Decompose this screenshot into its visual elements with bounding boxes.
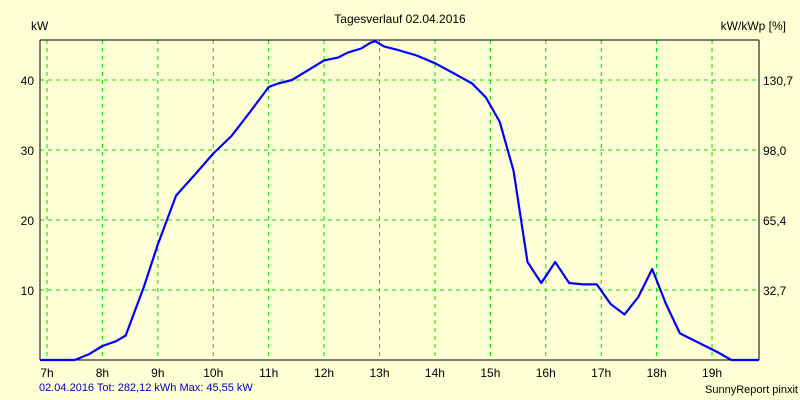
y-left-tick-label: 30 [21, 144, 35, 158]
y-axis-right-label: kW/kWp [%] [720, 19, 786, 33]
y-right-tick-label: 32,7 [763, 284, 787, 298]
y-right-tick-label: 65,4 [763, 214, 787, 228]
y-left-tick-label: 10 [21, 284, 35, 298]
y-axis-left-label: kW [31, 19, 49, 33]
x-tick-label: 13h [370, 366, 390, 380]
x-tick-label: 12h [314, 366, 334, 380]
y-left-tick-label: 20 [21, 214, 35, 228]
x-tick-label: 17h [591, 366, 611, 380]
x-tick-label: 8h [96, 366, 109, 380]
y-left-tick-label: 40 [21, 74, 35, 88]
power-curve [40, 40, 759, 362]
chart-title: Tagesverlauf 02.04.2016 [334, 12, 466, 26]
x-tick-label: 10h [203, 366, 223, 380]
grid-lines [40, 40, 759, 360]
x-tick-label: 9h [151, 366, 164, 380]
x-tick-label: 14h [425, 366, 445, 380]
x-tick-label: 19h [702, 366, 722, 380]
y-right-tick-label: 130,7 [763, 74, 793, 88]
x-tick-label: 16h [536, 366, 556, 380]
x-tick-label: 11h [259, 366, 278, 380]
credit-text: SunnyReport pinxit [705, 384, 798, 396]
x-tick-label: 7h [40, 366, 53, 380]
summary-text: 02.04.2016 Tot: 282,12 kWh Max: 45,55 kW [39, 382, 253, 394]
tick-labels: 7h 8h 9h 10h 11h 12h 13h 14h 15h 16h 17h 18h 19h 10 32… [21, 74, 794, 380]
y-right-tick-label: 98,0 [763, 144, 787, 158]
x-tick-label: 18h [647, 366, 667, 380]
x-tick-label: 15h [480, 366, 500, 380]
axes [39, 39, 760, 361]
